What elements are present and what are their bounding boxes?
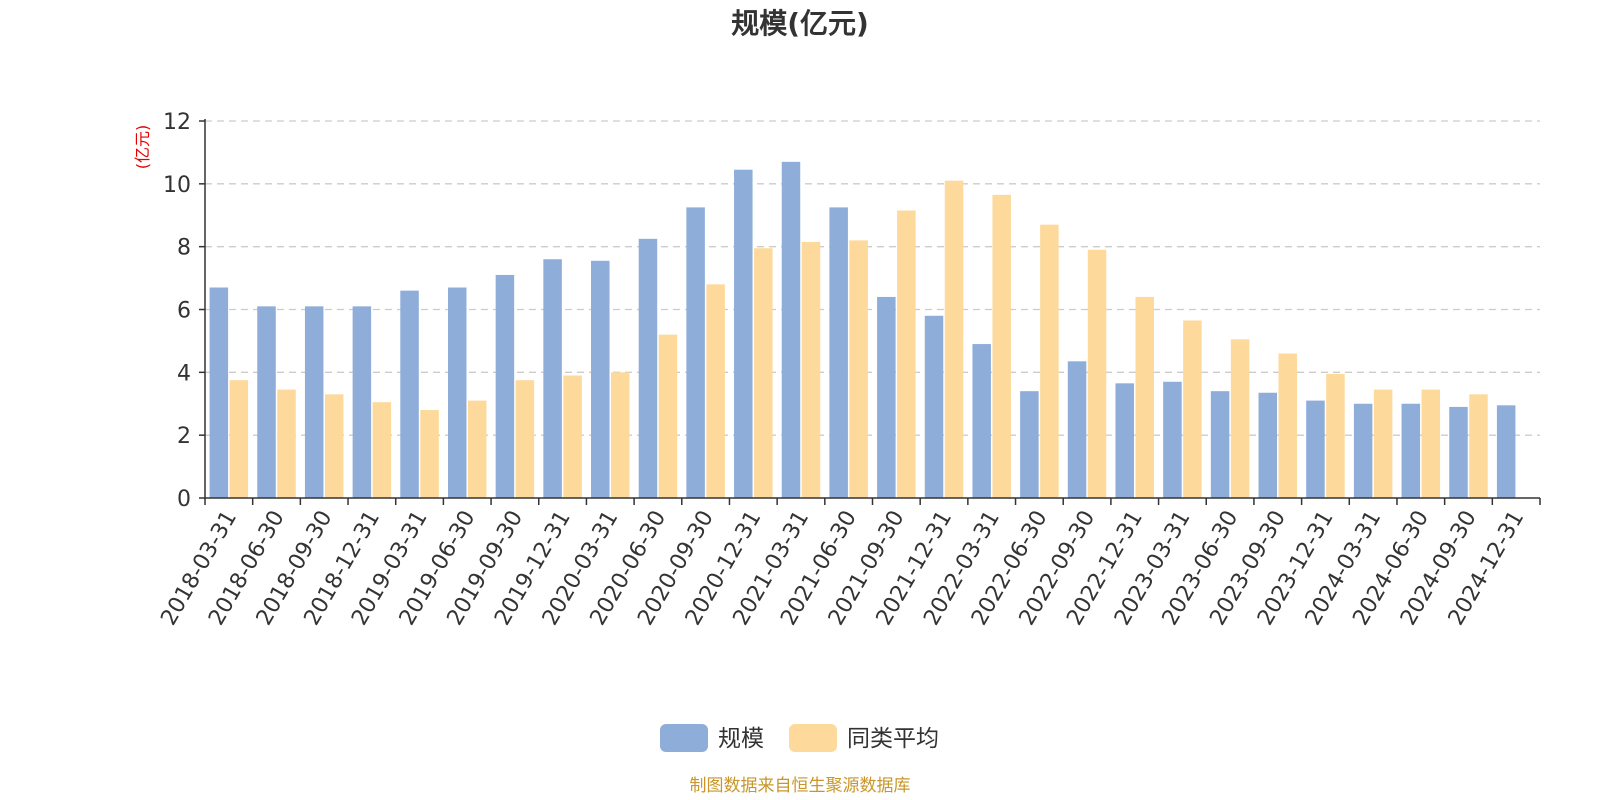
bar-peer-average xyxy=(1421,389,1441,498)
bar-scale xyxy=(495,274,515,498)
bar-scale xyxy=(1020,391,1039,498)
bar-scale xyxy=(1258,392,1278,498)
bar-scale xyxy=(924,315,944,498)
y-tick-label: 12 xyxy=(163,110,191,135)
bar-peer-average xyxy=(324,394,344,498)
y-tick-label: 2 xyxy=(177,424,191,449)
bar-peer-average xyxy=(706,284,725,498)
bar-peer-average xyxy=(1278,353,1298,498)
bar-peer-average xyxy=(563,375,582,498)
bar-scale xyxy=(877,296,896,498)
bar-scale xyxy=(1401,403,1421,498)
bar-peer-average xyxy=(897,210,916,498)
bar-scale xyxy=(1115,383,1134,498)
bar-peer-average xyxy=(1326,373,1345,498)
bar-peer-average xyxy=(229,380,249,498)
bar-scale xyxy=(1163,381,1182,498)
bar-peer-average xyxy=(944,180,964,499)
legend-swatch-peer-average xyxy=(789,724,837,752)
bar-peer-average xyxy=(1469,394,1488,498)
bar-scale xyxy=(734,169,753,498)
y-tick-label: 10 xyxy=(163,173,191,198)
bar-peer-average xyxy=(1040,224,1059,499)
bar-scale xyxy=(209,287,229,498)
bar-scale xyxy=(447,287,467,498)
bar-scale xyxy=(638,238,658,498)
bar-peer-average xyxy=(1135,296,1154,498)
bar-peer-average xyxy=(467,400,487,498)
bar-peer-average xyxy=(515,380,535,498)
bar-peer-average xyxy=(277,389,296,498)
y-tick-label: 6 xyxy=(177,299,191,324)
bar-peer-average xyxy=(372,402,392,498)
bar-scale xyxy=(781,161,801,498)
chart-title: 规模(亿元) xyxy=(731,7,869,40)
bar-peer-average xyxy=(1230,339,1250,498)
bar-scale xyxy=(257,306,276,498)
bar-peer-average xyxy=(420,410,439,498)
bar-scale xyxy=(829,207,848,499)
bar-scale xyxy=(352,306,372,498)
bar-scale xyxy=(1496,405,1516,498)
bar-scale xyxy=(1210,391,1230,498)
bar-peer-average xyxy=(1183,320,1202,498)
bar-peer-average xyxy=(992,194,1011,498)
y-tick-label: 4 xyxy=(177,361,191,386)
bar-peer-average xyxy=(1087,249,1107,498)
bar-scale xyxy=(400,290,419,498)
bar-scale xyxy=(304,306,324,498)
bar-peer-average xyxy=(754,248,773,498)
legend-swatch-scale xyxy=(660,724,708,752)
bar-scale xyxy=(591,260,610,498)
bar-scale xyxy=(1067,361,1087,498)
bar-scale xyxy=(1306,400,1325,498)
bar-peer-average xyxy=(849,240,868,498)
legend: 规模 同类平均 xyxy=(660,724,939,752)
bar-peer-average xyxy=(658,334,678,498)
y-tick-label: 8 xyxy=(177,236,191,261)
bar-scale xyxy=(1449,406,1468,498)
y-axis-label: (亿元) xyxy=(133,125,152,170)
bar-scale xyxy=(543,259,562,498)
bar-peer-average xyxy=(1373,389,1393,498)
legend-label-peer-average: 同类平均 xyxy=(847,726,939,752)
bar-scale xyxy=(1353,403,1373,498)
bar-scale xyxy=(686,207,705,499)
bar-scale xyxy=(972,344,991,498)
source-note: 制图数据来自恒生聚源数据库 xyxy=(690,776,911,796)
bars xyxy=(209,161,1516,499)
bar-peer-average xyxy=(611,372,630,498)
bar-peer-average xyxy=(801,241,821,498)
y-tick-label: 0 xyxy=(177,487,191,512)
legend-label-scale: 规模 xyxy=(718,726,764,752)
